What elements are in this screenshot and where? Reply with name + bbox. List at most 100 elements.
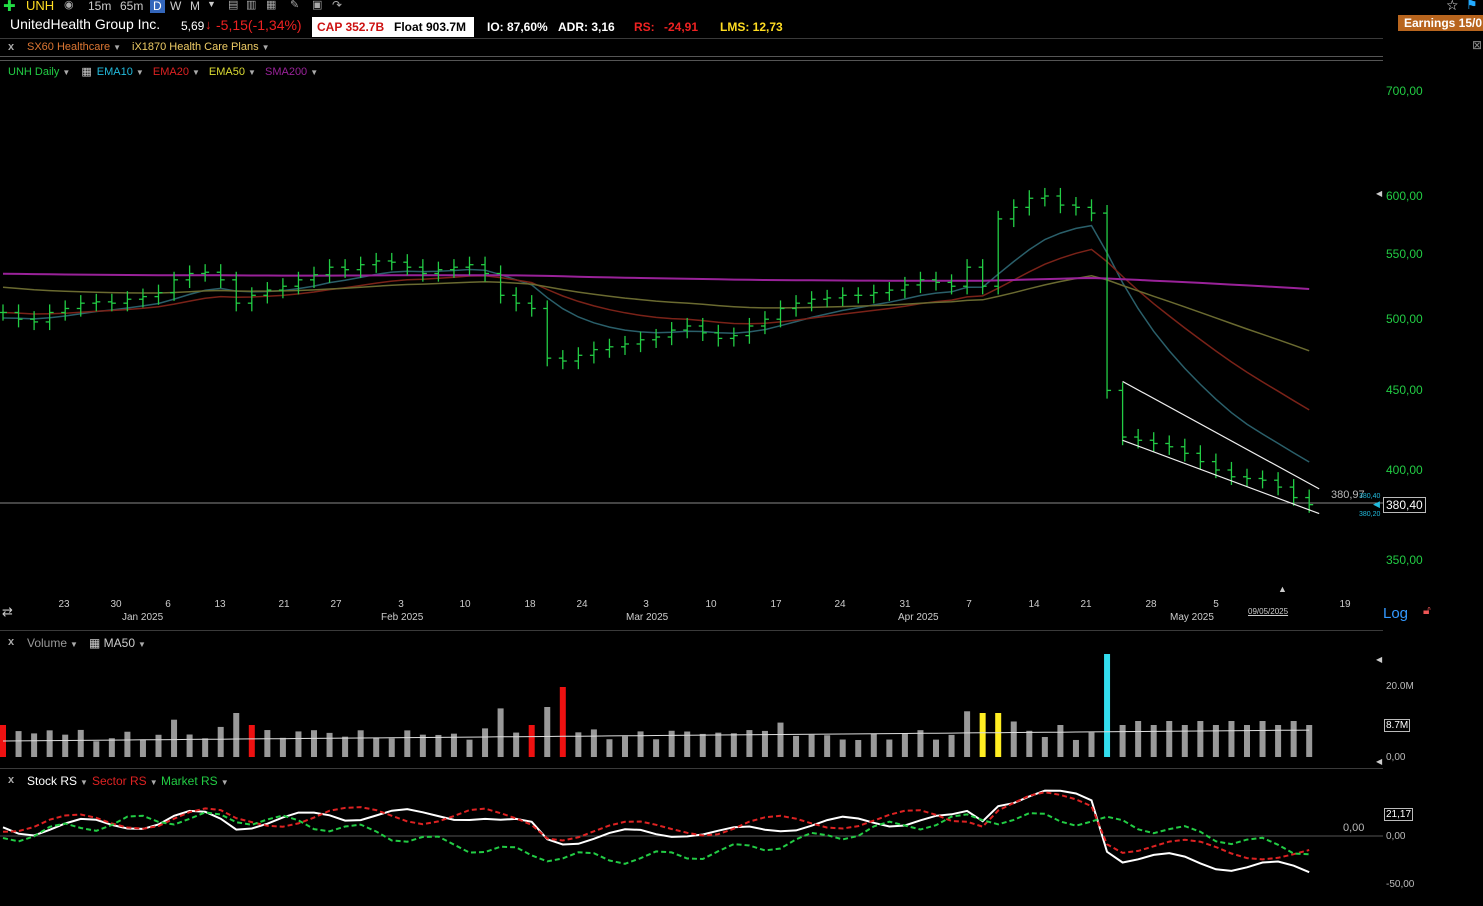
symbol-field[interactable]: UNH <box>26 0 55 13</box>
volume-bar <box>793 735 800 757</box>
interval-65m[interactable]: 65m <box>120 0 144 13</box>
price-bar <box>698 317 707 342</box>
price-bar <box>45 304 54 331</box>
volume-bar <box>171 719 178 757</box>
price-bar <box>558 350 567 370</box>
close-rs-icon[interactable]: x <box>8 774 15 786</box>
price-bar <box>154 284 163 305</box>
volume-bar <box>870 733 877 757</box>
volume-bar <box>1212 725 1219 757</box>
volume-ma-tag: 8.7M <box>1384 719 1411 732</box>
star-icon[interactable]: ☆ <box>1446 0 1459 13</box>
volume-bar <box>1057 725 1064 757</box>
share-icon[interactable]: ↷ <box>332 0 343 12</box>
x-tick-label: 27 <box>330 599 342 610</box>
price-bar <box>356 256 365 278</box>
price-bar <box>107 293 116 312</box>
price-bar <box>201 264 210 282</box>
volume-bar <box>248 725 255 757</box>
price-bar <box>760 311 769 335</box>
close-volume-icon[interactable]: x <box>8 636 15 648</box>
earnings-badge[interactable]: Earnings 15/0 <box>1398 15 1483 31</box>
price-bar <box>543 300 552 367</box>
volume-bar <box>404 730 411 757</box>
volume-bar <box>155 734 162 757</box>
legend-volume-ma50[interactable]: ▦ MA50 ▼ <box>89 636 146 650</box>
close-groups-icon[interactable]: x <box>8 41 15 53</box>
price-bar <box>916 271 925 294</box>
interval-15m[interactable]: 15m <box>88 0 112 13</box>
price-bar <box>372 252 381 273</box>
pencil-icon[interactable]: ✎ <box>290 0 300 11</box>
legend-ema50[interactable]: EMA50 ▼ <box>208 66 256 78</box>
price-bar <box>1134 428 1143 449</box>
stock-rs-line <box>2 789 1310 874</box>
interval-dropdown-icon[interactable]: ▼ <box>207 0 216 9</box>
last-price-label: 380,97 <box>1331 489 1365 501</box>
industry-group[interactable]: iX1870 Health Care Plans ▼ <box>132 41 270 53</box>
chart-icon[interactable]: ▥ <box>246 0 257 11</box>
price-bar <box>310 266 318 288</box>
volume-bar <box>1290 721 1297 757</box>
float-value: Float 903.7M <box>394 20 467 34</box>
volume-bar <box>311 730 317 757</box>
interval-daily[interactable]: D <box>150 0 165 13</box>
price-bar <box>947 274 956 295</box>
volume-bar <box>1166 721 1173 757</box>
current-price-tag: 380,40 <box>1383 497 1426 513</box>
legend-stock-rs[interactable]: Stock RS ▼ <box>27 774 88 788</box>
price-bar <box>170 271 179 301</box>
price-bar <box>932 271 940 291</box>
price-bar <box>387 252 396 271</box>
x-tick-label: 31 <box>899 599 911 610</box>
price-bar <box>465 256 474 276</box>
price-bar <box>636 331 645 353</box>
lock-icon[interactable]: 🔓︎ <box>1423 603 1431 617</box>
x-tick-label: 21 <box>1080 599 1092 610</box>
camera-icon[interactable]: ◉ <box>64 0 74 11</box>
volume-bar <box>808 734 815 757</box>
log-scale-toggle[interactable]: Log <box>1383 605 1409 622</box>
price-bar <box>325 259 334 283</box>
flag-icon[interactable]: ⚑ <box>1466 0 1478 12</box>
volume-bar <box>544 707 551 757</box>
x-tick-label: 24 <box>576 599 588 610</box>
legend-volume[interactable]: Volume ▼ <box>27 636 78 650</box>
price-bar <box>792 295 801 317</box>
legend-ema10[interactable]: EMA10 ▼ <box>96 66 144 78</box>
wedge-upper-line <box>1122 380 1320 490</box>
scroll-up-icon[interactable]: ▲ <box>1278 584 1287 594</box>
price-bar <box>574 347 583 370</box>
price-bar <box>434 261 443 282</box>
volume-bar <box>1150 725 1157 757</box>
legend-sector-rs[interactable]: Sector RS ▼ <box>92 774 158 788</box>
price-bar <box>1056 187 1065 214</box>
bars-type-icon[interactable]: ▤ <box>228 0 239 11</box>
mini-price-tag: 380,40 <box>1359 493 1381 500</box>
price-bar <box>869 284 878 304</box>
legend-unh-daily[interactable]: UNH Daily ▼ <box>8 66 71 78</box>
interval-weekly[interactable]: W <box>170 0 182 13</box>
legend-sma200[interactable]: SMA200 ▼ <box>264 66 319 78</box>
collapse-icon[interactable]: ⊠ <box>1472 38 1483 52</box>
price-bar <box>729 327 738 347</box>
x-month-label: Jan 2025 <box>122 612 164 623</box>
price-bar <box>745 317 754 344</box>
table-icon[interactable]: ▦ <box>81 66 92 78</box>
grid-icon[interactable]: ▦ <box>266 0 277 11</box>
price-bar <box>481 256 490 282</box>
legend-ema20[interactable]: EMA20 ▼ <box>152 66 200 78</box>
volume-bar <box>1228 721 1235 757</box>
y-tick-label: 550,00 <box>1386 247 1423 261</box>
change-percent: -5,15(-1,34%) <box>216 17 302 33</box>
interval-monthly[interactable]: M <box>190 0 200 13</box>
x-tick-label: 24 <box>834 599 846 610</box>
legend-market-rs[interactable]: Market RS ▼ <box>161 774 229 788</box>
axis-scroll-icon[interactable]: ⇄ <box>2 604 13 619</box>
price-bar <box>838 287 847 307</box>
price-bar <box>667 322 676 346</box>
notes-icon[interactable]: ▣ <box>312 0 323 11</box>
add-symbol-icon[interactable]: ✚ <box>3 0 16 15</box>
sector-group[interactable]: SX60 Healthcare ▼ <box>27 41 122 53</box>
